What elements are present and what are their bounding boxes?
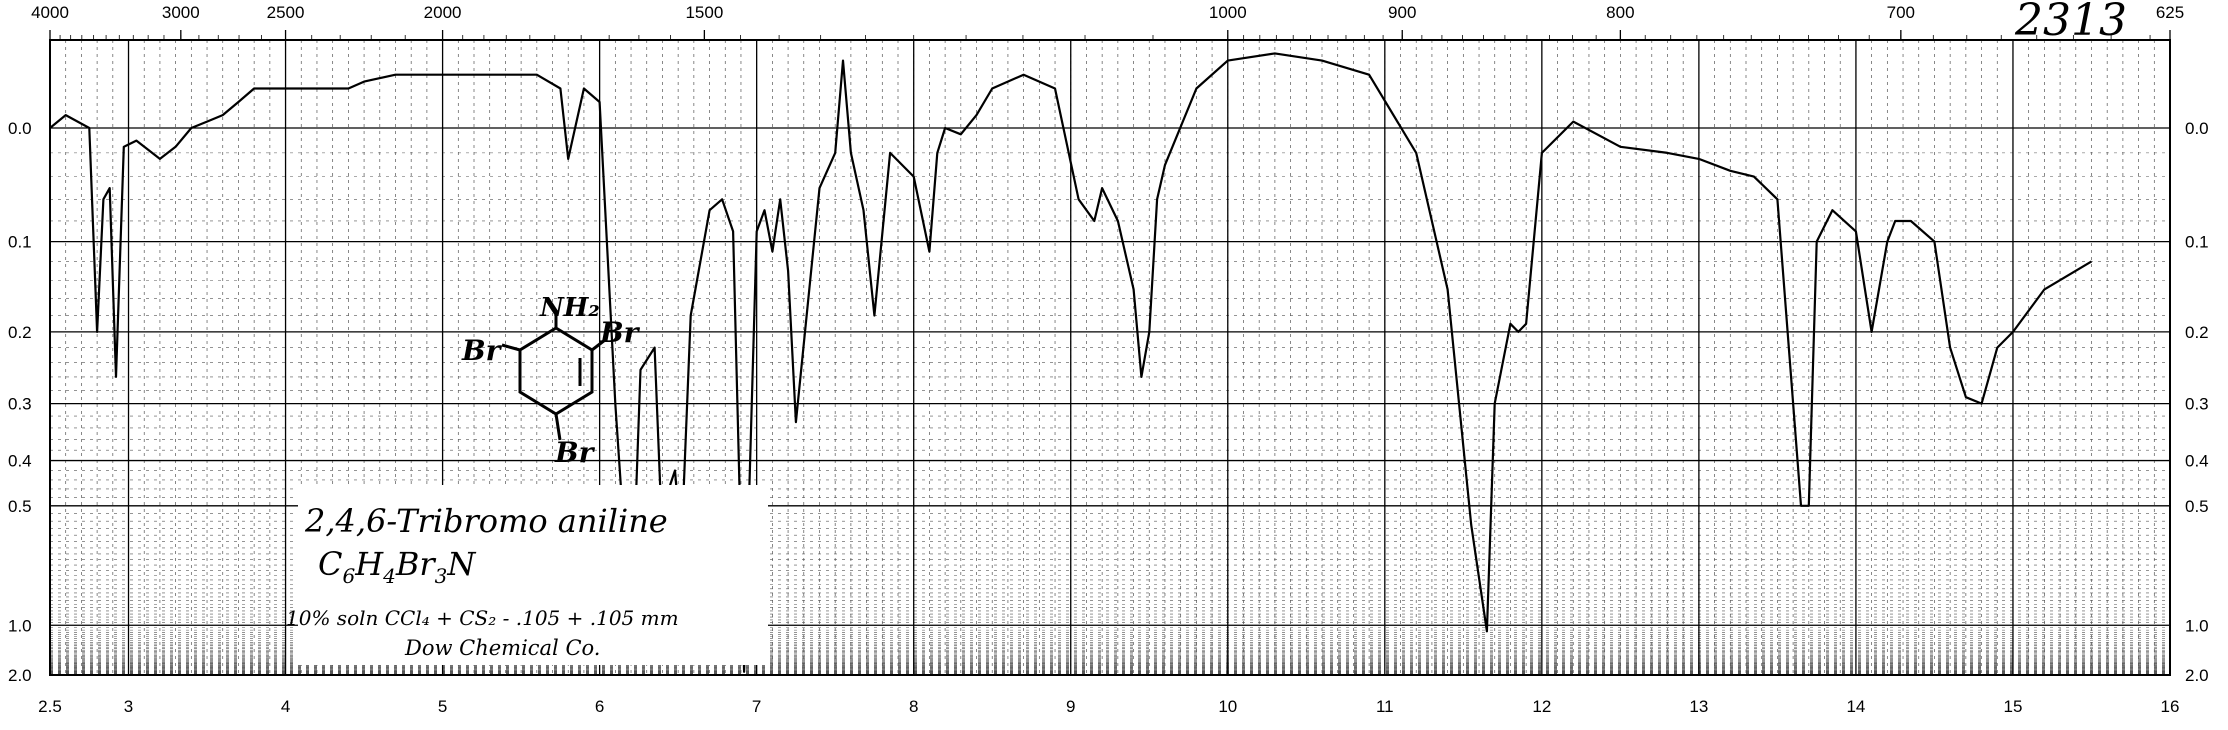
solution-conditions: 10% soln CCl₄ + CS₂ - .105 + .105 mm [286,606,679,630]
wavenumber-tick-label: 3000 [162,3,200,22]
wavenumber-tick-label: 625 [2156,3,2184,22]
x-tick-label: 11 [1376,697,1394,716]
y-tick-label-left: 2.0 [8,666,32,685]
y-tick-label-left: 0.1 [8,233,32,252]
formula-c-count: 6 [342,564,355,588]
x-tick-label: 3 [124,697,133,716]
x-tick-label: 9 [1066,697,1075,716]
x-tick-label: 12 [1532,697,1551,716]
formula-n: N [446,545,476,583]
y-tick-label-right: 0.4 [2185,452,2209,471]
formula-h-count: 4 [382,564,396,588]
bottom-axis-wavelength: 2.5 3 4 5 6 7 8 9 10 11 12 13 14 15 16 [38,697,2179,716]
wavenumber-tick-label: 800 [1606,3,1634,22]
y-tick-label-right: 2.0 [2185,666,2209,685]
molecule-structure: NH₂ Br Br Br [461,293,641,469]
wavenumber-tick-label: 900 [1388,3,1416,22]
top-axis-wavenumber: 4000 3000 2500 2000 1500 1000 900 800 700 625 [31,3,2184,40]
y-tick-label-right: 0.0 [2185,119,2209,138]
formula-br-count: 3 [435,564,448,588]
structure-br-left-label: Br [461,334,503,367]
y-tick-label-left: 0.4 [8,452,32,471]
wavenumber-tick-label: 2000 [424,3,462,22]
x-tick-label: 13 [1689,697,1708,716]
x-tick-label: 2.5 [38,697,62,716]
y-tick-label-left: 0.0 [8,119,32,138]
formula-h: H [354,545,384,583]
x-tick-label: 4 [281,697,290,716]
label-box [298,485,768,665]
left-axis-absorbance: 0.0 0.1 0.2 0.3 0.4 0.5 1.0 2.0 [8,119,32,685]
y-tick-label-right: 0.1 [2185,233,2209,252]
y-tick-label-left: 1.0 [8,616,32,635]
x-tick-label: 5 [438,697,447,716]
spectrum-series-line [49,52,2093,673]
y-tick-label-right: 0.3 [2185,395,2209,414]
bond-br-left [501,343,521,352]
bond-br-bottom [554,413,562,441]
x-tick-label: 15 [2004,697,2023,716]
x-tick-label: 6 [595,697,604,716]
x-tick-label: 7 [752,697,761,716]
y-tick-label-right: 0.5 [2185,497,2209,516]
structure-br-right-label: Br [599,316,641,349]
structure-br-bottom-label: Br [554,436,596,469]
bond-br-right [591,338,606,352]
x-tick-label: 10 [1218,697,1237,716]
compound-name: 2,4,6-Tribromo aniline [304,502,668,540]
wavenumber-tick-label: 700 [1887,3,1915,22]
y-tick-label-left: 0.5 [8,497,32,516]
structure-nh2-label: NH₂ [539,293,600,323]
plot-frame [49,39,2171,676]
wavenumber-tick-label: 1000 [1209,3,1247,22]
spectrum-number: 2313 [2014,0,2127,46]
source-label: Dow Chemical Co. [404,636,600,660]
formula-c: C [318,545,342,583]
wavenumber-tick-label: 2500 [267,3,305,22]
wavenumber-tick-label: 4000 [31,3,69,22]
y-tick-label-left: 0.3 [8,395,32,414]
y-tick-label-right: 1.0 [2185,616,2209,635]
y-tick-label-right: 0.2 [2185,323,2209,342]
y-tick-label-left: 0.2 [8,323,32,342]
x-tick-label: 16 [2161,697,2180,716]
x-tick-label: 14 [1846,697,1865,716]
formula-br: Br [395,545,437,583]
x-tick-label: 8 [909,697,918,716]
right-axis-absorbance: 0.0 0.1 0.2 0.3 0.4 0.5 1.0 2.0 [2185,119,2209,685]
molecular-formula: C6H4Br3N [318,545,476,588]
wavenumber-tick-label: 1500 [685,3,723,22]
